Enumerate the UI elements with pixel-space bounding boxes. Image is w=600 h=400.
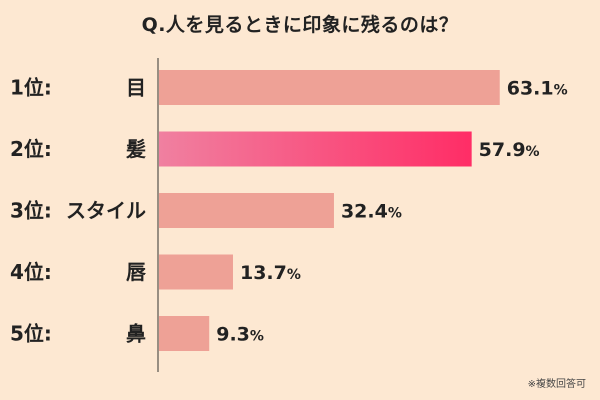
bar-1 [159, 70, 500, 105]
footnote: ※複数回答可 [527, 379, 586, 390]
bar-2 [159, 131, 472, 167]
value-label-5: 9.3% [216, 324, 264, 346]
category-label-4: 唇 [126, 260, 147, 284]
category-label-2: 髪 [125, 137, 146, 161]
bar-4 [159, 254, 233, 290]
bar-5 [159, 316, 210, 351]
category-label-1: 目 [126, 76, 146, 100]
value-label-2: 57.9% [479, 139, 540, 161]
bar-3 [159, 193, 334, 228]
category-label-5: 鼻 [126, 322, 146, 346]
category-label-3: スタイル [66, 199, 146, 223]
value-label-3: 32.4% [341, 201, 402, 223]
value-label-4: 13.7% [240, 262, 301, 284]
rank-label-5: 5位: [10, 322, 52, 346]
value-label-1: 63.1% [507, 78, 568, 100]
chart-title: Q.人を見るときに印象に残るのは？ [141, 14, 459, 36]
rank-label-2: 2位: [10, 137, 52, 161]
rank-label-1: 1位: [10, 76, 52, 100]
rank-label-4: 4位: [10, 260, 52, 284]
rank-label-3: 3位: [10, 199, 52, 223]
